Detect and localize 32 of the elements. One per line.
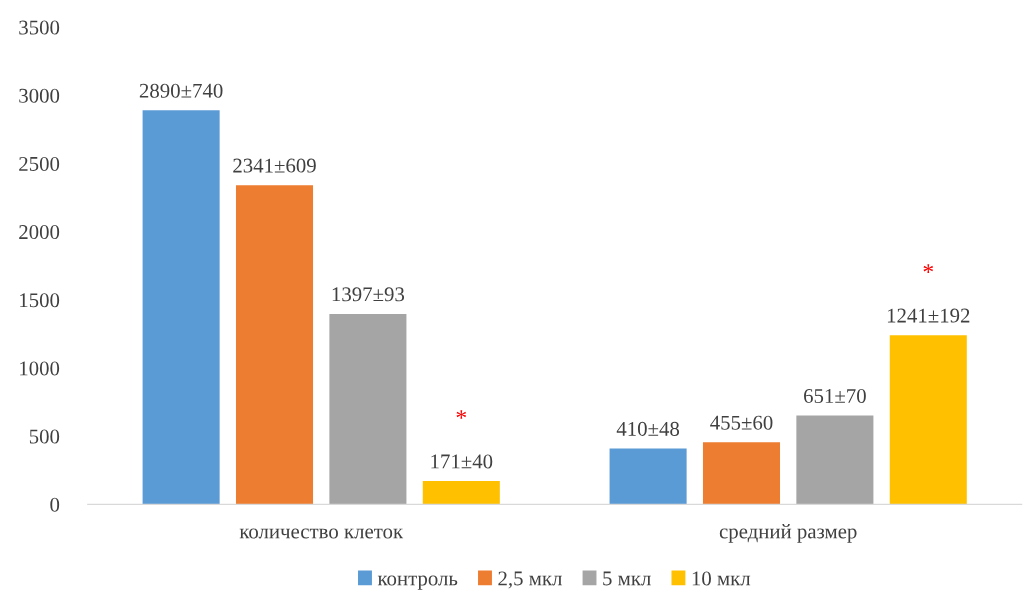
y-tick-label: 3000	[19, 88, 60, 103]
data-label: 2890±740	[139, 83, 223, 98]
bar	[329, 313, 407, 505]
legend-label: 2,5 мкл	[498, 571, 562, 589]
data-label: 410±48	[616, 421, 680, 436]
legend-label: 5 мкл	[603, 571, 651, 586]
legend-label: 10 мкл	[692, 571, 751, 586]
y-tick-label: 2000	[19, 225, 60, 240]
y-tick-label: 500	[29, 429, 60, 444]
legend-label: контроль	[377, 575, 458, 590]
data-label: 2341±609	[233, 158, 316, 173]
bar	[702, 442, 781, 505]
bar	[235, 185, 314, 505]
bar	[609, 448, 687, 505]
y-tick-label: 2500	[19, 156, 60, 171]
data-label: 455±60	[710, 415, 773, 430]
y-tick-label: 0	[50, 497, 60, 512]
data-label: 171±40	[431, 454, 493, 469]
x-tick-label: средний размер	[719, 523, 857, 543]
annotation: *	[923, 264, 934, 273]
bar	[422, 481, 500, 505]
data-label: 1397±93	[332, 287, 405, 302]
annotation: *	[456, 410, 467, 419]
bar	[796, 415, 874, 505]
bar	[889, 335, 967, 505]
y-tick-label: 1000	[20, 361, 60, 376]
y-tick-label: 3500	[19, 20, 60, 35]
y-tick-label: 1500	[20, 293, 60, 308]
bar	[142, 110, 220, 505]
x-tick-label: количество клеток	[239, 528, 404, 539]
data-label: 651±70	[804, 388, 866, 404]
data-label: 1241±192	[887, 308, 970, 323]
